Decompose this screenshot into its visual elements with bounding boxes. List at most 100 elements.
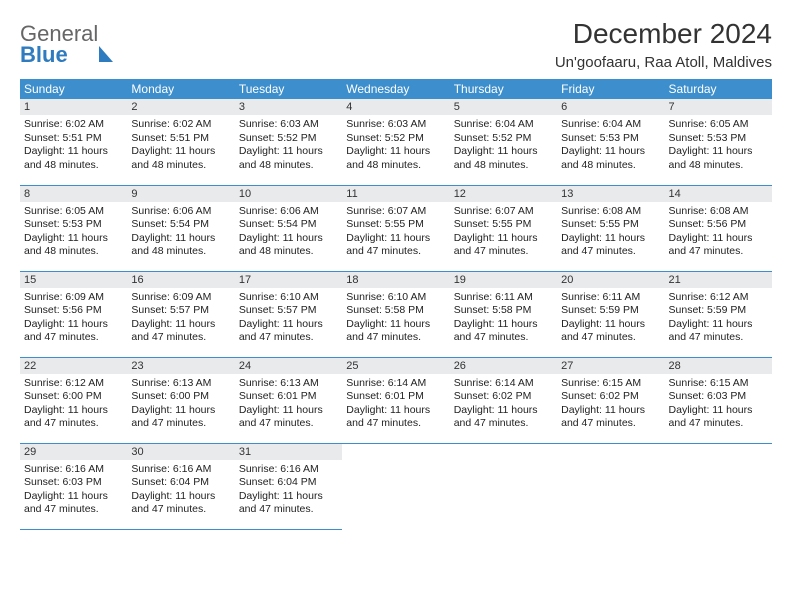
day-number: 4: [342, 99, 449, 115]
day-number: 28: [665, 358, 772, 374]
calendar-cell: 27Sunrise: 6:15 AMSunset: 6:02 PMDayligh…: [557, 357, 664, 443]
calendar-cell: 4Sunrise: 6:03 AMSunset: 5:52 PMDaylight…: [342, 99, 449, 185]
day-number: 22: [20, 358, 127, 374]
day-number: 24: [235, 358, 342, 374]
day-number: 23: [127, 358, 234, 374]
day-number: 17: [235, 272, 342, 288]
calendar-cell: 9Sunrise: 6:06 AMSunset: 5:54 PMDaylight…: [127, 185, 234, 271]
day-data: Sunrise: 6:16 AMSunset: 6:04 PMDaylight:…: [235, 460, 342, 520]
calendar-table: SundayMondayTuesdayWednesdayThursdayFrid…: [20, 79, 772, 530]
day-number: 30: [127, 444, 234, 460]
day-data: Sunrise: 6:03 AMSunset: 5:52 PMDaylight:…: [235, 115, 342, 175]
day-number: 2: [127, 99, 234, 115]
day-number: 1: [20, 99, 127, 115]
calendar-cell: 29Sunrise: 6:16 AMSunset: 6:03 PMDayligh…: [20, 443, 127, 529]
day-number: 15: [20, 272, 127, 288]
calendar-cell: 1Sunrise: 6:02 AMSunset: 5:51 PMDaylight…: [20, 99, 127, 185]
day-data: Sunrise: 6:11 AMSunset: 5:58 PMDaylight:…: [450, 288, 557, 348]
calendar-cell: 6Sunrise: 6:04 AMSunset: 5:53 PMDaylight…: [557, 99, 664, 185]
day-data: Sunrise: 6:14 AMSunset: 6:02 PMDaylight:…: [450, 374, 557, 434]
day-number: 16: [127, 272, 234, 288]
calendar-cell: 7Sunrise: 6:05 AMSunset: 5:53 PMDaylight…: [665, 99, 772, 185]
day-data: Sunrise: 6:12 AMSunset: 5:59 PMDaylight:…: [665, 288, 772, 348]
day-number: 14: [665, 186, 772, 202]
day-data: Sunrise: 6:15 AMSunset: 6:02 PMDaylight:…: [557, 374, 664, 434]
day-data: Sunrise: 6:08 AMSunset: 5:55 PMDaylight:…: [557, 202, 664, 262]
day-data: Sunrise: 6:09 AMSunset: 5:56 PMDaylight:…: [20, 288, 127, 348]
calendar-row: 15Sunrise: 6:09 AMSunset: 5:56 PMDayligh…: [20, 271, 772, 357]
day-number: 27: [557, 358, 664, 374]
day-number: 7: [665, 99, 772, 115]
day-data: Sunrise: 6:13 AMSunset: 6:00 PMDaylight:…: [127, 374, 234, 434]
calendar-cell: 15Sunrise: 6:09 AMSunset: 5:56 PMDayligh…: [20, 271, 127, 357]
calendar-cell: 12Sunrise: 6:07 AMSunset: 5:55 PMDayligh…: [450, 185, 557, 271]
calendar-cell: 31Sunrise: 6:16 AMSunset: 6:04 PMDayligh…: [235, 443, 342, 529]
calendar-cell: 25Sunrise: 6:14 AMSunset: 6:01 PMDayligh…: [342, 357, 449, 443]
day-number: 18: [342, 272, 449, 288]
day-data: Sunrise: 6:02 AMSunset: 5:51 PMDaylight:…: [20, 115, 127, 175]
calendar-cell: 20Sunrise: 6:11 AMSunset: 5:59 PMDayligh…: [557, 271, 664, 357]
calendar-cell: 22Sunrise: 6:12 AMSunset: 6:00 PMDayligh…: [20, 357, 127, 443]
day-data: Sunrise: 6:16 AMSunset: 6:04 PMDaylight:…: [127, 460, 234, 520]
calendar-cell: 13Sunrise: 6:08 AMSunset: 5:55 PMDayligh…: [557, 185, 664, 271]
calendar-cell: [342, 443, 449, 529]
day-number: 13: [557, 186, 664, 202]
calendar-cell: [665, 443, 772, 529]
calendar-cell: 5Sunrise: 6:04 AMSunset: 5:52 PMDaylight…: [450, 99, 557, 185]
day-number: 11: [342, 186, 449, 202]
day-data: Sunrise: 6:07 AMSunset: 5:55 PMDaylight:…: [342, 202, 449, 262]
calendar-cell: 18Sunrise: 6:10 AMSunset: 5:58 PMDayligh…: [342, 271, 449, 357]
day-number: 29: [20, 444, 127, 460]
calendar-cell: 26Sunrise: 6:14 AMSunset: 6:02 PMDayligh…: [450, 357, 557, 443]
day-data: Sunrise: 6:11 AMSunset: 5:59 PMDaylight:…: [557, 288, 664, 348]
calendar-cell: 2Sunrise: 6:02 AMSunset: 5:51 PMDaylight…: [127, 99, 234, 185]
calendar-cell: 23Sunrise: 6:13 AMSunset: 6:00 PMDayligh…: [127, 357, 234, 443]
calendar-cell: [557, 443, 664, 529]
weekday-header: Sunday: [20, 79, 127, 99]
day-data: Sunrise: 6:05 AMSunset: 5:53 PMDaylight:…: [665, 115, 772, 175]
day-number: 19: [450, 272, 557, 288]
day-data: Sunrise: 6:04 AMSunset: 5:53 PMDaylight:…: [557, 115, 664, 175]
day-data: Sunrise: 6:06 AMSunset: 5:54 PMDaylight:…: [235, 202, 342, 262]
day-number: 6: [557, 99, 664, 115]
day-number: 10: [235, 186, 342, 202]
title-block: December 2024 Un'goofaaru, Raa Atoll, Ma…: [555, 18, 772, 71]
calendar-row: 8Sunrise: 6:05 AMSunset: 5:53 PMDaylight…: [20, 185, 772, 271]
weekday-header: Monday: [127, 79, 234, 99]
calendar-body: 1Sunrise: 6:02 AMSunset: 5:51 PMDaylight…: [20, 99, 772, 529]
logo: General Blue: [20, 24, 113, 66]
day-number: 21: [665, 272, 772, 288]
day-data: Sunrise: 6:07 AMSunset: 5:55 PMDaylight:…: [450, 202, 557, 262]
calendar-cell: 11Sunrise: 6:07 AMSunset: 5:55 PMDayligh…: [342, 185, 449, 271]
day-data: Sunrise: 6:12 AMSunset: 6:00 PMDaylight:…: [20, 374, 127, 434]
day-number: 26: [450, 358, 557, 374]
calendar-cell: 30Sunrise: 6:16 AMSunset: 6:04 PMDayligh…: [127, 443, 234, 529]
day-data: Sunrise: 6:06 AMSunset: 5:54 PMDaylight:…: [127, 202, 234, 262]
calendar-cell: 14Sunrise: 6:08 AMSunset: 5:56 PMDayligh…: [665, 185, 772, 271]
day-number: 9: [127, 186, 234, 202]
day-data: Sunrise: 6:02 AMSunset: 5:51 PMDaylight:…: [127, 115, 234, 175]
logo-line2: Blue: [20, 42, 68, 67]
day-number: 8: [20, 186, 127, 202]
day-data: Sunrise: 6:14 AMSunset: 6:01 PMDaylight:…: [342, 374, 449, 434]
day-data: Sunrise: 6:08 AMSunset: 5:56 PMDaylight:…: [665, 202, 772, 262]
day-data: Sunrise: 6:04 AMSunset: 5:52 PMDaylight:…: [450, 115, 557, 175]
calendar-row: 29Sunrise: 6:16 AMSunset: 6:03 PMDayligh…: [20, 443, 772, 529]
logo-text: General Blue: [20, 24, 113, 66]
calendar-cell: 19Sunrise: 6:11 AMSunset: 5:58 PMDayligh…: [450, 271, 557, 357]
calendar-cell: 8Sunrise: 6:05 AMSunset: 5:53 PMDaylight…: [20, 185, 127, 271]
page-subtitle: Un'goofaaru, Raa Atoll, Maldives: [555, 54, 772, 71]
day-data: Sunrise: 6:16 AMSunset: 6:03 PMDaylight:…: [20, 460, 127, 520]
day-data: Sunrise: 6:03 AMSunset: 5:52 PMDaylight:…: [342, 115, 449, 175]
day-data: Sunrise: 6:05 AMSunset: 5:53 PMDaylight:…: [20, 202, 127, 262]
calendar-cell: [450, 443, 557, 529]
day-data: Sunrise: 6:10 AMSunset: 5:58 PMDaylight:…: [342, 288, 449, 348]
calendar-cell: 10Sunrise: 6:06 AMSunset: 5:54 PMDayligh…: [235, 185, 342, 271]
day-data: Sunrise: 6:10 AMSunset: 5:57 PMDaylight:…: [235, 288, 342, 348]
page-title: December 2024: [555, 18, 772, 50]
calendar-cell: 24Sunrise: 6:13 AMSunset: 6:01 PMDayligh…: [235, 357, 342, 443]
calendar-cell: 21Sunrise: 6:12 AMSunset: 5:59 PMDayligh…: [665, 271, 772, 357]
day-number: 12: [450, 186, 557, 202]
weekday-header: Tuesday: [235, 79, 342, 99]
calendar-cell: 3Sunrise: 6:03 AMSunset: 5:52 PMDaylight…: [235, 99, 342, 185]
